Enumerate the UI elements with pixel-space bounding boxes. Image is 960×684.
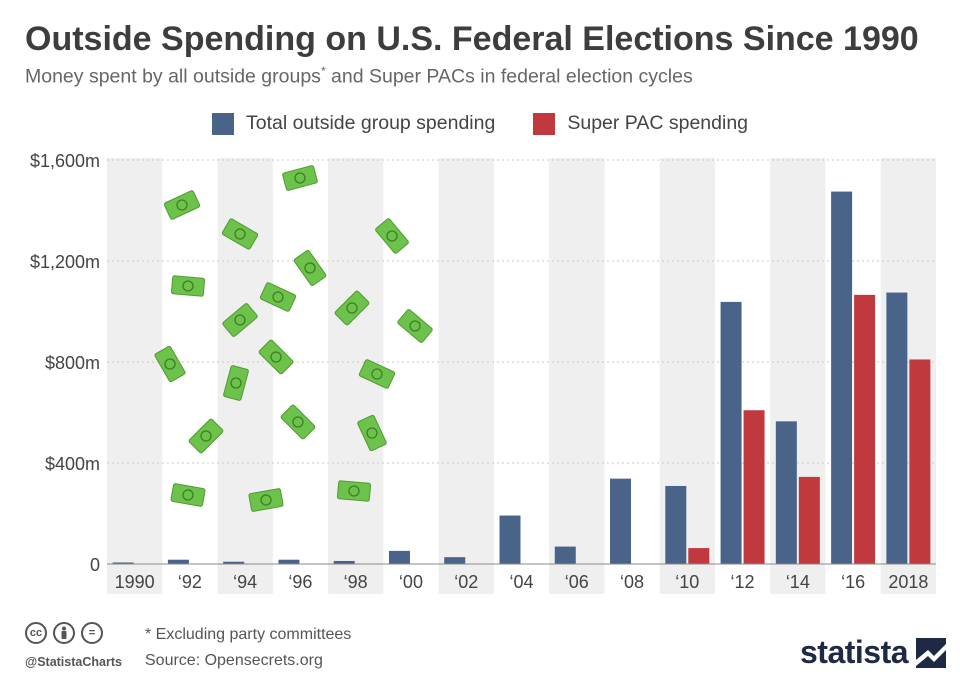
- y-tick-label: 0: [90, 555, 100, 575]
- bar-total: [610, 478, 632, 564]
- license-icons: cc =: [25, 622, 103, 644]
- x-tick-label: ‘14: [786, 572, 810, 592]
- x-tick-label: ‘98: [344, 572, 368, 592]
- money-bill-icon: [170, 275, 206, 297]
- source-note: Source: Opensecrets.org: [145, 652, 323, 669]
- legend-item-super-pac: Super PAC spending: [533, 112, 748, 135]
- money-bill-icon: [397, 309, 433, 343]
- x-tick-label: 2018: [888, 572, 928, 592]
- by-icon: [53, 622, 75, 644]
- legend-swatch-total: [211, 112, 234, 135]
- legend-label-total: Total outside group spending: [245, 112, 496, 134]
- x-tick-label: ‘02: [454, 572, 478, 592]
- bar-super-pac: [688, 548, 710, 564]
- column-band: [438, 158, 494, 594]
- bar-super-pac: [909, 359, 931, 564]
- x-tick-label: ‘96: [288, 572, 312, 592]
- y-tick-label: $800m: [45, 353, 100, 373]
- money-bill-icon: [259, 282, 297, 312]
- bar-total: [554, 546, 576, 564]
- chart-subtitle: Money spent by all outside groups* and S…: [25, 64, 693, 88]
- x-tick-label: ‘08: [620, 572, 644, 592]
- statista-brand[interactable]: statista: [800, 634, 947, 671]
- legend-item-total: Total outside group spending: [211, 112, 496, 135]
- bar-total: [112, 562, 134, 564]
- bar-total: [333, 560, 355, 564]
- chart-title: Outside Spending on U.S. Federal Electio…: [25, 20, 919, 58]
- twitter-handle[interactable]: @StatistaCharts: [25, 655, 122, 669]
- x-tick-label: ‘00: [399, 572, 423, 592]
- bar-super-pac: [743, 410, 765, 564]
- bar-super-pac: [854, 294, 876, 564]
- money-bill-icon: [282, 165, 318, 191]
- money-bill-icon: [375, 218, 409, 254]
- legend-label-super-pac: Super PAC spending: [567, 112, 749, 134]
- money-bill-icon: [358, 359, 396, 389]
- bar-chart: 0 $400m $800m $1,200m $1,600m 1990 ‘92 ‘94 ‘96 ‘9…: [30, 151, 936, 594]
- column-band: [107, 158, 163, 594]
- x-tick-label: ‘10: [675, 572, 699, 592]
- money-bill-icon: [223, 365, 249, 401]
- bar-super-pac: [798, 476, 820, 564]
- money-bill-icon: [170, 483, 206, 507]
- bar-total: [444, 557, 466, 564]
- x-tick-label: ‘94: [233, 572, 257, 592]
- money-bill-icon: [222, 303, 258, 337]
- bar-total: [720, 301, 742, 564]
- x-tick-label: 1990: [115, 572, 155, 592]
- bar-total: [223, 561, 245, 564]
- equal-icon: =: [81, 622, 103, 644]
- money-bill-icon: [336, 480, 372, 502]
- x-tick-label: ‘12: [731, 572, 755, 592]
- x-tick-label: ‘16: [841, 572, 865, 592]
- money-bill-icon: [357, 414, 387, 452]
- money-bill-icon: [221, 218, 259, 250]
- footnote: * Excluding party committees: [145, 626, 352, 643]
- statista-wordmark: statista: [800, 634, 909, 670]
- column-band: [549, 158, 605, 594]
- y-tick-label: $1,600m: [30, 151, 100, 171]
- money-bill-icon: [188, 418, 224, 454]
- x-tick-label: ‘06: [565, 572, 589, 592]
- money-bill-icon: [280, 404, 316, 440]
- money-bill-icon: [248, 488, 284, 512]
- bar-total: [499, 515, 521, 564]
- bar-total: [278, 559, 300, 564]
- bar-total: [167, 559, 189, 564]
- bar-total: [665, 485, 687, 564]
- y-tick-label: $1,200m: [30, 252, 100, 272]
- money-bill-icon: [334, 290, 370, 326]
- bar-total: [831, 191, 853, 564]
- statista-logo-icon: [916, 637, 947, 668]
- bar-total: [775, 421, 797, 564]
- bar-total: [388, 550, 410, 564]
- bar-total: [886, 292, 908, 564]
- chart-legend: Total outside group spending Super PAC s…: [0, 112, 960, 135]
- money-bill-icon: [163, 190, 201, 220]
- x-tick-label: ‘92: [178, 572, 202, 592]
- money-bill-icon: [293, 250, 327, 286]
- money-bill-icon: [258, 339, 294, 375]
- money-bill-icon: [154, 345, 186, 383]
- legend-swatch-super-pac: [533, 112, 556, 135]
- y-tick-label: $400m: [45, 454, 100, 474]
- cc-icon: cc: [25, 622, 47, 644]
- x-tick-label: ‘04: [509, 572, 533, 592]
- subtitle-footnote-mark: *: [320, 64, 326, 78]
